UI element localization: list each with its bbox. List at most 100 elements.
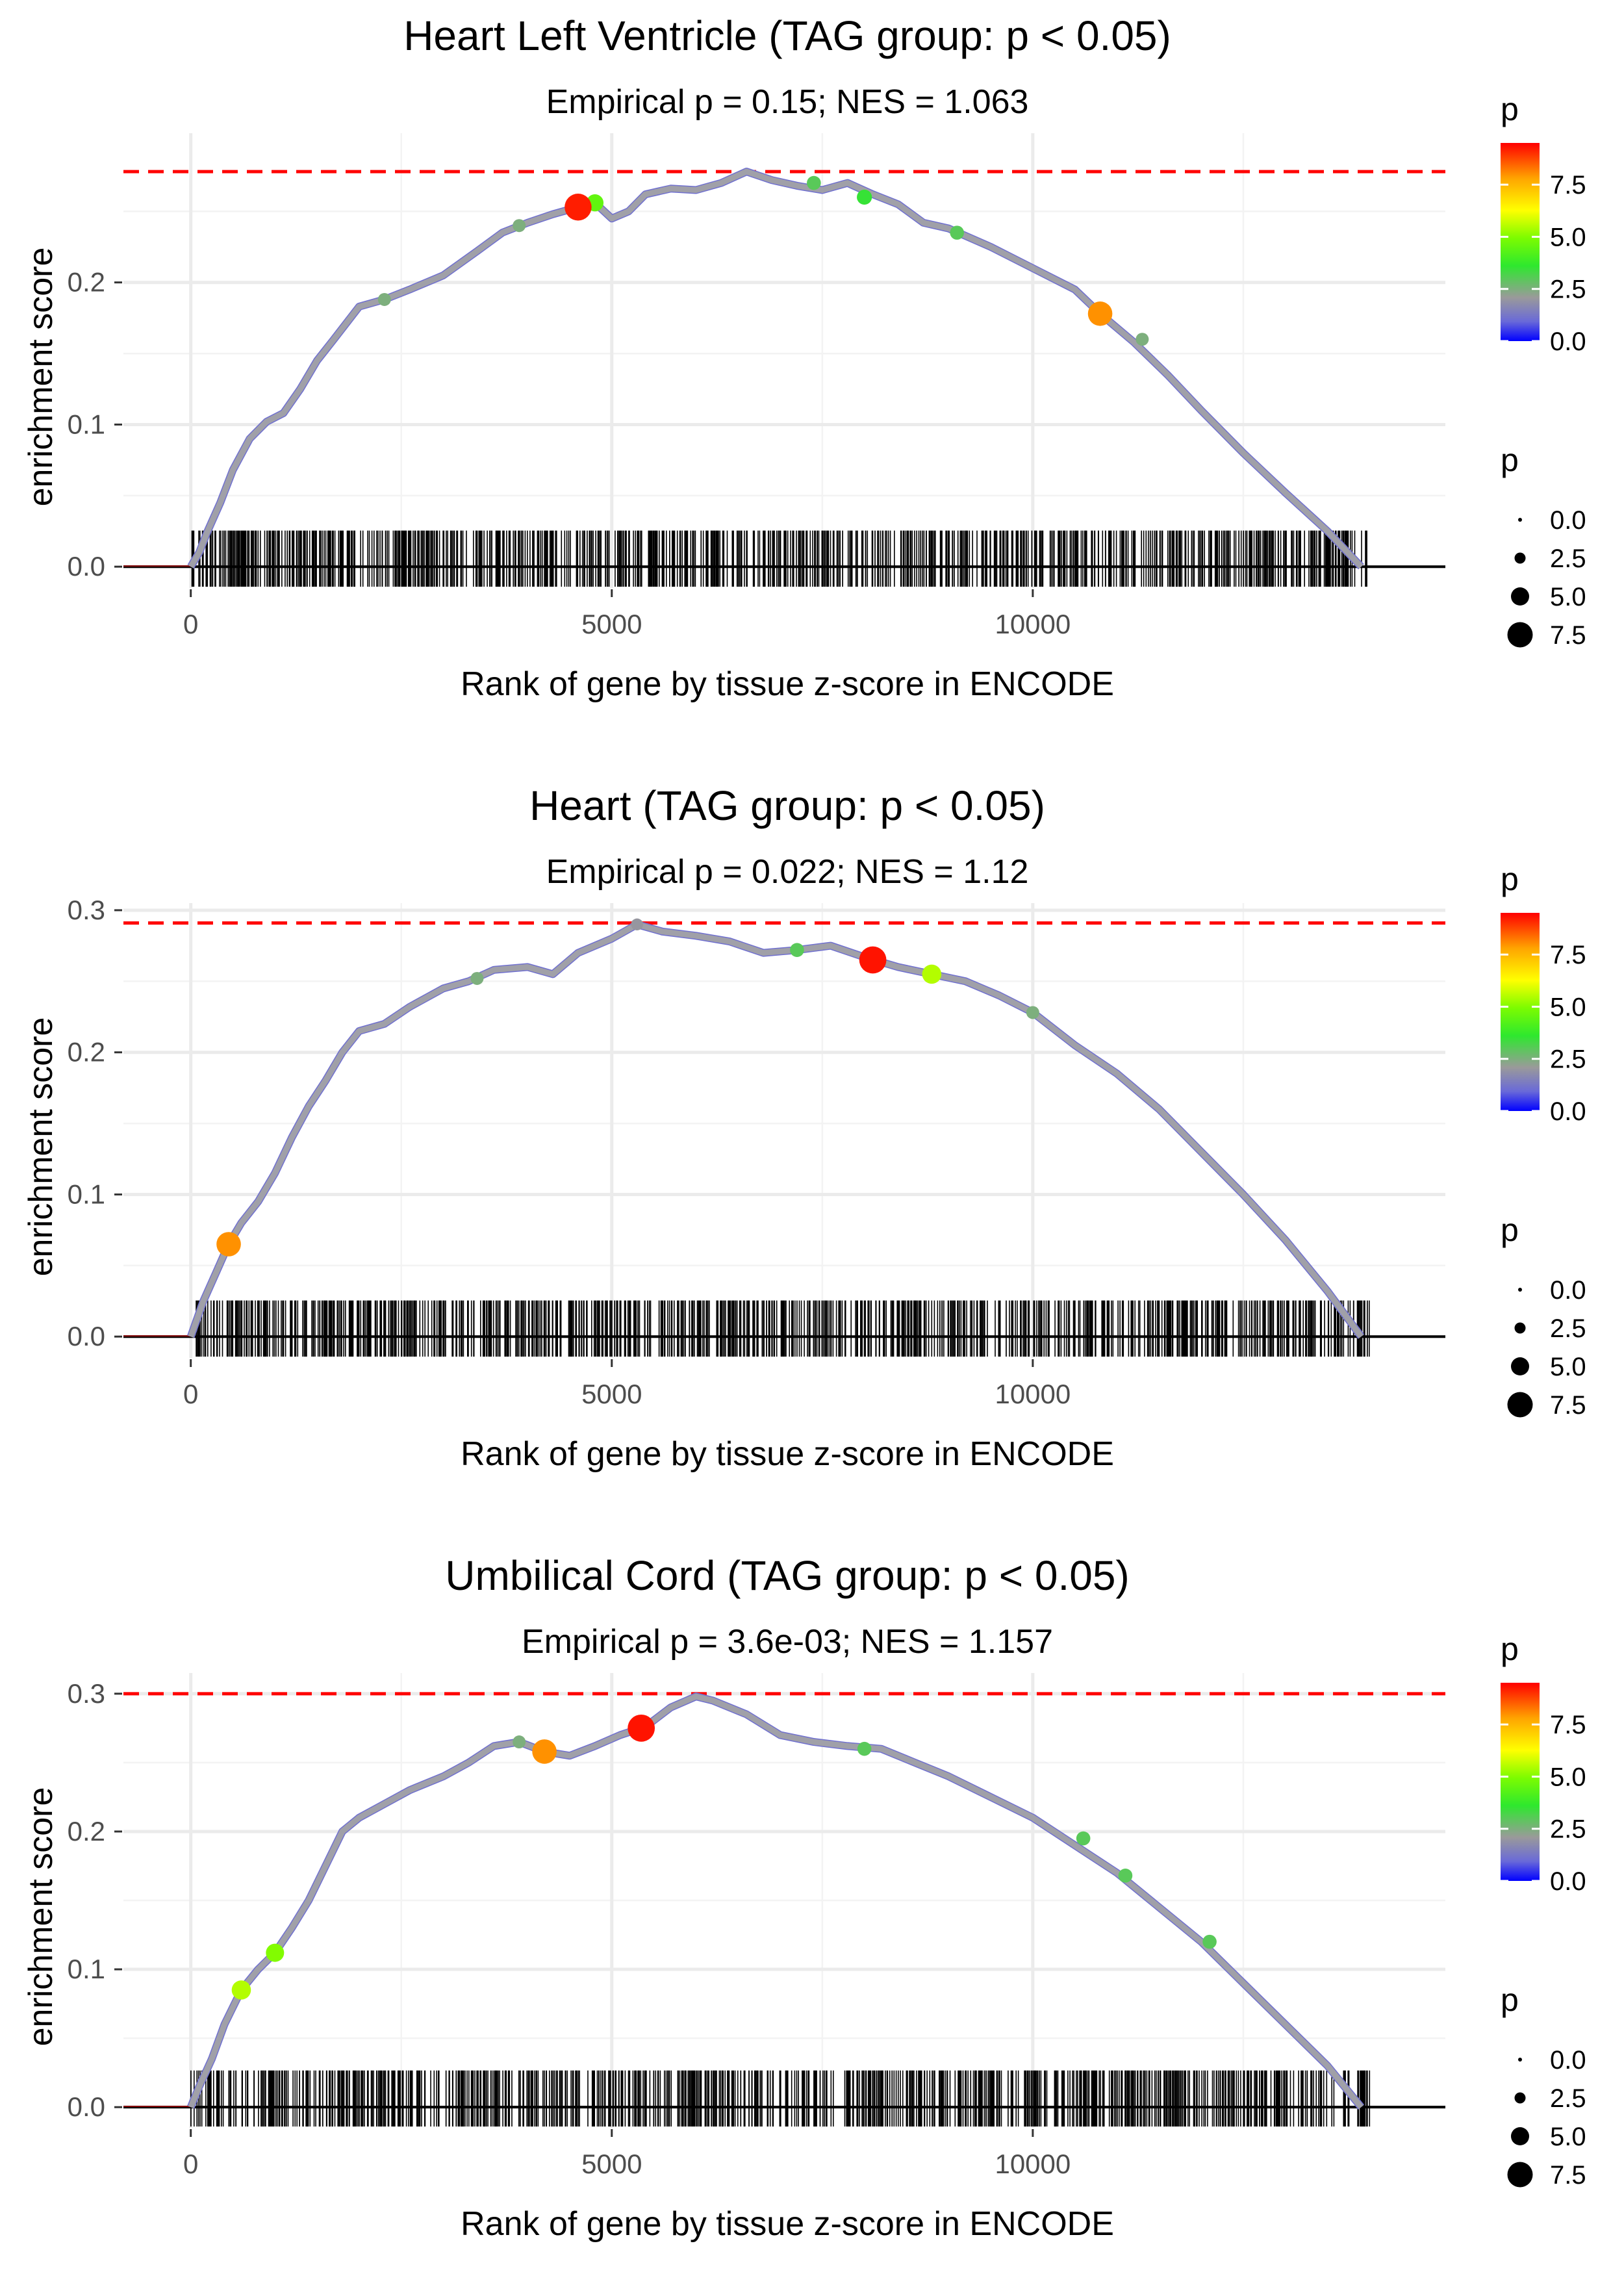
size-legend-label: 7.5 <box>1550 1391 1586 1420</box>
size-legend-keys: 0.0 2.5 5.0 7.5 <box>1507 506 1586 650</box>
panel-subtitle: Empirical p = 0.022; NES = 1.12 <box>546 853 1029 891</box>
gene-point <box>1076 1831 1091 1846</box>
y-tick-label: 0.3 <box>68 895 105 925</box>
gene-point <box>631 918 643 931</box>
size-legend: p 0.0 2.5 5.0 7.5 <box>1501 442 1586 650</box>
x-tick-label: 10000 <box>995 2149 1071 2179</box>
gene-point <box>231 1980 251 2000</box>
gene-point <box>859 946 887 974</box>
size-legend-label: 5.0 <box>1550 2123 1586 2151</box>
size-legend-dot <box>1514 552 1526 564</box>
size-legend-label: 7.5 <box>1550 621 1586 650</box>
gene-point <box>513 1735 526 1749</box>
color-legend-label: 5.0 <box>1550 1763 1586 1791</box>
x-axis-title: Rank of gene by tissue z-score in ENCODE <box>461 2205 1114 2243</box>
gene-point <box>790 943 804 957</box>
size-legend-keys: 0.0 2.5 5.0 7.5 <box>1507 1276 1586 1420</box>
color-legend-label: 7.5 <box>1550 171 1586 199</box>
gene-rug <box>190 2070 1371 2127</box>
color-legend-title: p <box>1501 91 1519 127</box>
gene-point <box>1026 1006 1039 1019</box>
panel-title: Heart (TAG group: p < 0.05) <box>529 782 1045 829</box>
plot-area: 0 5000 10000 0.0 0.1 0.2 0.3 <box>68 895 1445 1409</box>
y-tick-label: 0.0 <box>68 2091 105 2122</box>
gene-rug <box>191 530 1367 587</box>
y-tick-label: 0.2 <box>68 267 105 298</box>
y-tick-label: 0.2 <box>68 1816 105 1846</box>
y-tick-label: 0.1 <box>68 1179 105 1209</box>
gene-point <box>532 1739 557 1764</box>
color-legend-label: 7.5 <box>1550 1711 1586 1739</box>
plot-area: 0 5000 10000 0.0 0.1 0.2 <box>68 133 1445 639</box>
panel-3: Umbilical Cord (TAG group: p < 0.05) Emp… <box>22 1552 1586 2243</box>
color-legend-label: 0.0 <box>1550 327 1586 356</box>
color-legend-label: 5.0 <box>1550 223 1586 251</box>
color-legend-ticks: 7.5 5.0 2.5 0.0 <box>1501 941 1586 1126</box>
color-gradient-bar <box>1501 1683 1540 1881</box>
size-legend-title: p <box>1501 442 1519 478</box>
x-tick-label: 5000 <box>581 1379 642 1409</box>
x-axis-title: Rank of gene by tissue z-score in ENCODE <box>461 1435 1114 1473</box>
gene-point <box>950 225 965 240</box>
gene-point <box>857 189 872 205</box>
y-tick-label: 0.0 <box>68 551 105 581</box>
color-legend-ticks: 7.5 5.0 2.5 0.0 <box>1501 171 1586 356</box>
es-curve <box>188 921 1364 1338</box>
x-tick-label: 0 <box>183 1379 198 1409</box>
size-legend-label: 0.0 <box>1550 1276 1586 1305</box>
size-legend-label: 2.5 <box>1550 544 1586 573</box>
gene-point <box>266 1943 285 1962</box>
size-legend-dot <box>1511 1357 1529 1375</box>
color-gradient-bar <box>1501 913 1540 1111</box>
panel-title: Umbilical Cord (TAG group: p < 0.05) <box>445 1552 1129 1599</box>
x-tick-label: 0 <box>183 609 198 639</box>
size-legend-dot <box>1507 2162 1533 2188</box>
size-legend-keys: 0.0 2.5 5.0 7.5 <box>1507 2046 1586 2190</box>
gene-point <box>216 1232 241 1257</box>
panel-1: Heart Left Ventricle (TAG group: p < 0.0… <box>22 12 1586 703</box>
x-tick-label: 10000 <box>995 1379 1071 1409</box>
gene-point <box>1087 301 1113 326</box>
es-curve <box>188 168 1364 569</box>
size-legend-title: p <box>1501 1982 1519 2018</box>
color-legend-label: 7.5 <box>1550 941 1586 969</box>
size-legend-dot <box>1518 518 1522 522</box>
panel-2: Heart (TAG group: p < 0.05) Empirical p … <box>22 782 1586 1473</box>
y-axis-title: enrichment score <box>22 1787 60 2047</box>
color-legend: p 7.5 5.0 2.5 0.0 <box>1501 1631 1586 1896</box>
color-legend-label: 5.0 <box>1550 993 1586 1021</box>
color-legend-label: 0.0 <box>1550 1867 1586 1896</box>
size-legend-dot <box>1518 2058 1522 2062</box>
y-tick-label: 0.0 <box>68 1321 105 1351</box>
x-tick-label: 0 <box>183 2149 198 2179</box>
es-curve-shadow <box>187 920 1365 1339</box>
plot-area: 0 5000 10000 0.0 0.1 0.2 0.3 <box>68 1673 1445 2179</box>
size-legend-label: 0.0 <box>1550 2046 1586 2075</box>
size-legend-title: p <box>1501 1212 1519 1248</box>
gene-point <box>807 175 821 190</box>
size-legend: p 0.0 2.5 5.0 7.5 <box>1501 1212 1586 1420</box>
es-curve-shadow <box>187 1693 1365 2110</box>
color-legend-title: p <box>1501 861 1519 897</box>
x-axis-title: Rank of gene by tissue z-score in ENCODE <box>461 665 1114 703</box>
color-legend-label: 2.5 <box>1550 275 1586 304</box>
color-gradient-bar <box>1501 143 1540 341</box>
gene-point <box>922 964 942 984</box>
size-legend-label: 2.5 <box>1550 1314 1586 1343</box>
x-tick-label: 5000 <box>581 2149 642 2179</box>
es-curve-shadow <box>187 168 1364 570</box>
y-axis-title: enrichment score <box>22 1017 60 1277</box>
panel-title: Heart Left Ventricle (TAG group: p < 0.0… <box>403 12 1171 59</box>
size-legend-label: 5.0 <box>1550 1353 1586 1381</box>
y-tick-label: 0.3 <box>68 1678 105 1709</box>
size-legend-dot <box>1507 1392 1533 1418</box>
panel-subtitle: Empirical p = 0.15; NES = 1.063 <box>546 83 1029 121</box>
gene-point <box>470 971 484 985</box>
gene-point <box>628 1714 655 1742</box>
y-tick-label: 0.1 <box>68 1954 105 1984</box>
color-legend-ticks: 7.5 5.0 2.5 0.0 <box>1501 1711 1586 1896</box>
size-legend-dot <box>1507 622 1533 648</box>
size-legend-dot <box>1511 587 1529 606</box>
gene-point <box>857 1741 872 1756</box>
gene-point <box>1202 1934 1217 1949</box>
